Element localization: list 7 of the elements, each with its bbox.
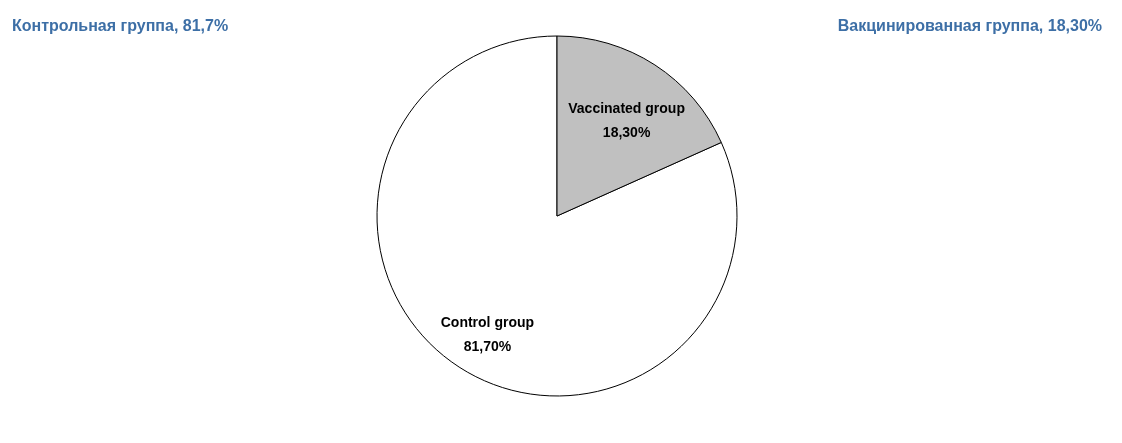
text: Контрольная группа, 81,7% — [12, 17, 229, 34]
data-label: 18,30% — [602, 123, 651, 140]
text: Вакцинированная группа, 18,30% — [837, 17, 1102, 34]
slice-label: Control group — [440, 314, 535, 331]
pie-slice — [376, 35, 738, 397]
data-label: 81,70% — [463, 338, 512, 355]
slice-label: Vaccinated group — [568, 99, 685, 116]
